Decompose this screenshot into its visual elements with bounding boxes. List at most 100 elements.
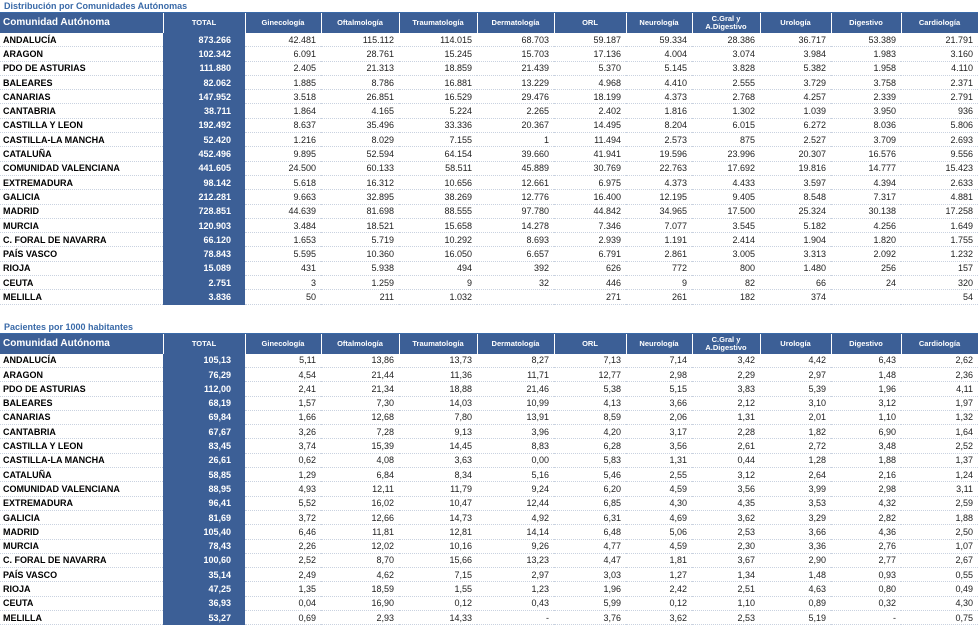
cell-value: 8.637 (245, 118, 321, 134)
cell-value: 3,83 (692, 381, 760, 397)
cell-value: 18.199 (554, 89, 626, 105)
cell-value: 24 (831, 275, 901, 291)
cell-value: 112,00 (163, 381, 245, 397)
region-name: CANTABRIA (0, 103, 164, 119)
cell-value: 12.195 (626, 189, 692, 205)
cell-value: 4,59 (626, 539, 692, 554)
table-row: C. FORAL DE NAVARRA 100,60 2,52 8,70 15,66 13… (0, 553, 978, 569)
cell-value: 1.259 (321, 275, 399, 291)
cell-value: 64.154 (399, 146, 477, 162)
cell-value: 5.224 (399, 103, 477, 119)
cell-value: 8.036 (831, 118, 901, 134)
cell-value: 21,46 (477, 381, 554, 397)
cell-value: 45.889 (477, 161, 554, 176)
cell-value: 1.864 (245, 103, 321, 119)
cell-value: 2,61 (692, 438, 760, 454)
cell-value: 12,66 (321, 510, 399, 526)
cell-value: 78,43 (163, 539, 245, 554)
cell-value: 1,82 (760, 424, 831, 440)
cell-value: 42.481 (245, 33, 321, 48)
cell-value: 0,12 (626, 596, 692, 611)
cell-value: 14,73 (399, 510, 477, 526)
cell-value: 38.269 (399, 189, 477, 205)
cell-value: 23.996 (692, 146, 760, 162)
cell-value: 21.439 (477, 61, 554, 76)
cell-value: 3,62 (692, 510, 760, 526)
cell-value (831, 289, 901, 305)
cell-value: 2.402 (554, 103, 626, 119)
cell-value: 2.371 (901, 75, 978, 91)
cell-value: 1,24 (901, 467, 978, 483)
cell-value: 12,02 (321, 539, 399, 554)
cell-value: 8.548 (760, 189, 831, 205)
cell-value: 1,64 (901, 424, 978, 440)
region-name: MELILLA (0, 289, 164, 305)
cell-value: 2,41 (245, 381, 321, 397)
cell-value: 0,49 (901, 581, 978, 597)
region-name: CANARIAS (0, 89, 164, 105)
region-name: PDO DE ASTURIAS (0, 61, 164, 76)
cell-value: 3.984 (760, 46, 831, 62)
column-header: Dermatología (477, 13, 555, 33)
cell-value: 2.939 (554, 232, 626, 248)
cell-value: 11.494 (554, 132, 626, 148)
cell-value: 14,03 (399, 396, 477, 411)
cell-value: 1,48 (831, 367, 901, 383)
cell-value: 3,12 (692, 467, 760, 483)
cell-value: 82 (692, 275, 760, 291)
table-row: ARAGON 76,29 4,54 21,44 11,36 11,71 12,77 2,98 2… (0, 367, 978, 383)
column-header: TOTAL (163, 333, 246, 354)
cell-value: 3,72 (245, 510, 321, 526)
cell-value: 4,32 (831, 496, 901, 511)
region-name: MURCIA (0, 218, 164, 234)
cell-value: 6.657 (477, 246, 554, 262)
column-header: Traumatología (399, 13, 478, 33)
cell-value: 8,83 (477, 438, 554, 454)
table-row: RIOJA 47,25 1,35 18,59 1,55 1,23 1,96 2,42 2,51 4… (0, 581, 978, 597)
cell-value: 3.950 (831, 103, 901, 119)
table-row: CASTILLA Y LEON 83,45 3,74 15,39 14,45 8,83 6,… (0, 438, 978, 454)
cell-value: 3,53 (760, 496, 831, 511)
cell-value: 11,79 (399, 481, 477, 497)
cell-value: 5,19 (760, 610, 831, 625)
cell-value: 5,39 (760, 381, 831, 397)
cell-value: 2,97 (477, 567, 554, 583)
cell-value: 3.005 (692, 246, 760, 262)
cell-value: 14,33 (399, 610, 477, 625)
cell-value: 12,44 (477, 496, 554, 511)
cell-value: 2.751 (163, 275, 245, 291)
table-row: CANARIAS 147.952 3.518 26.851 16.529 29.476 18… (0, 89, 978, 105)
table-row: PDO DE ASTURIAS 112,00 2,41 21,34 18,88 21,46… (0, 381, 978, 397)
cell-value: 13,86 (321, 353, 399, 368)
cell-value: 212.281 (163, 189, 245, 205)
region-name: MELILLA (0, 610, 164, 625)
cell-value: 17.136 (554, 46, 626, 62)
cell-value: 256 (831, 261, 901, 277)
cell-value: 5.595 (245, 246, 321, 262)
cell-value: 13,73 (399, 353, 477, 368)
region-name: EXTREMADURA (0, 175, 164, 191)
cell-value: 105,40 (163, 524, 245, 540)
cell-value: 1,28 (760, 453, 831, 469)
column-header: ORL (554, 13, 627, 33)
column-header: Urología (760, 13, 832, 33)
cell-value: 6,85 (554, 496, 626, 511)
cell-value: 52.420 (163, 132, 245, 148)
cell-value: 2,72 (760, 438, 831, 454)
cell-value: 4.004 (626, 46, 692, 62)
cell-value: 2,30 (692, 539, 760, 554)
cell-value: 19.596 (626, 146, 692, 162)
cell-value: 38.711 (163, 103, 245, 119)
cell-value: 7.346 (554, 218, 626, 234)
cell-value: 13.229 (477, 75, 554, 91)
table-row: CASTILLA-LA MANCHA 52.420 1.216 8.029 7.155 1… (0, 132, 978, 148)
cell-value: 6,43 (831, 353, 901, 368)
table-row: GALICIA 212.281 9.663 32.895 38.269 12.776 16.… (0, 189, 978, 205)
cell-value: 66 (760, 275, 831, 291)
cell-value: 6,84 (321, 467, 399, 483)
cell-value: 1.653 (245, 232, 321, 248)
cell-value: 81,69 (163, 510, 245, 526)
cell-value: 12,77 (554, 367, 626, 383)
cell-value: 9.405 (692, 189, 760, 205)
cell-value: 100,60 (163, 553, 245, 569)
